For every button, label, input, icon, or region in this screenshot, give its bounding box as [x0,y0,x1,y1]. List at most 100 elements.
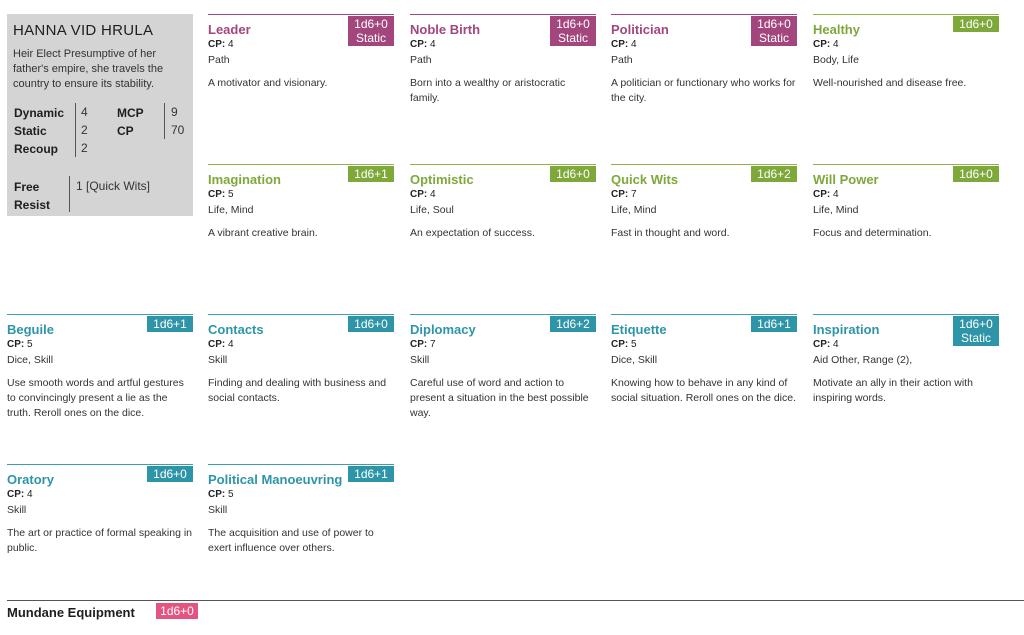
card-badge: 1d6+0 [348,316,394,332]
card-badge: 1d6+1 [751,316,797,332]
card-top-line [410,14,596,15]
card-quick-wits: Quick Wits 1d6+2 CP: 7 Life, Mind Fast in th… [611,164,797,304]
card-tags: Path [611,54,633,66]
card-description: A politician or functionary who works fo… [611,77,796,104]
card-cp-label: CP: [208,489,226,500]
character-description: Heir Elect Presumptive of her father's e… [13,48,164,90]
card-badge-dice: 1d6+1 [354,467,388,481]
card-cp-label: CP: [611,189,629,200]
card-top-line [813,314,999,315]
card-badge-static: Static [557,31,588,45]
card-oratory: Oratory 1d6+0 CP: 4 Skill The art or practic… [7,464,193,604]
card-badge: 1d6+0 Static [550,16,596,46]
card-healthy: Healthy 1d6+0 CP: 4 Body, Life Well-nourishe… [813,14,999,154]
card-badge-dice: 1d6+2 [757,167,791,181]
card-cp: CP: 4 [813,39,839,50]
card-optimistic: Optimistic 1d6+0 CP: 4 Life, Soul An expecta… [410,164,596,304]
card-tags: Life, Mind [611,204,657,216]
card-title: Beguile [7,322,54,337]
card-tags: Path [410,54,432,66]
stat-row-dynamic: Dynamic 4 MCP 9 [13,103,187,124]
card-badge-dice: 1d6+1 [757,317,791,331]
card-cp-value: 7 [430,339,436,350]
cp-label: CP [117,124,134,138]
card-tags: Skill [410,354,430,366]
card-title: Optimistic [410,172,474,187]
card-badge-static: Static [960,331,991,345]
card-title: Politician [611,22,669,37]
card-political-manoeuvring: Political Manoeuvring 1d6+1 CP: 5 Skill The … [208,464,394,604]
card-top-line [208,464,394,465]
card-cp-label: CP: [7,489,25,500]
card-cp-value: 5 [228,189,234,200]
mcp-value: 9 [164,103,178,121]
card-cp: CP: 5 [611,339,637,350]
card-diplomacy: Diplomacy 1d6+2 CP: 7 Skill Careful use of w… [410,314,596,454]
card-top-line [611,314,797,315]
card-badge-dice: 1d6+0 [959,317,993,331]
card-title: Inspiration [813,322,880,337]
card-badge-dice: 1d6+0 [959,167,993,181]
card-cp-label: CP: [410,339,428,350]
card-badge-dice: 1d6+0 [757,17,791,31]
card-imagination: Imagination 1d6+1 CP: 5 Life, Mind A vibrant… [208,164,394,304]
card-description: Born into a wealthy or aristocratic fami… [410,77,566,104]
card-description: Motivate an ally in their action with in… [813,377,973,404]
card-tags: Path [208,54,230,66]
card-cp: CP: 5 [208,189,234,200]
card-cp: CP: 5 [208,489,234,500]
card-description: Careful use of word and action to presen… [410,377,589,419]
card-title: Leader [208,22,251,37]
card-cp-value: 5 [228,489,234,500]
card-badge-dice: 1d6+0 [354,317,388,331]
card-inspiration: Inspiration 1d6+0 Static CP: 4 Aid Other, Ra… [813,314,999,454]
card-top-line [208,164,394,165]
stat-row-recoup: Recoup 2 [13,139,187,160]
card-cp-label: CP: [813,189,831,200]
card-badge: 1d6+0 Static [751,16,797,46]
card-cp-value: 4 [833,339,839,350]
resist-label: Resist [14,198,51,212]
card-title: Will Power [813,172,879,187]
card-politician: Politician 1d6+0 Static CP: 4 Path A politici… [611,14,797,154]
card-description: A vibrant creative brain. [208,227,318,239]
card-cp-value: 4 [27,489,33,500]
card-badge: 1d6+1 [147,316,193,332]
card-badge: 1d6+0 [550,166,596,182]
card-cp: CP: 4 [208,39,234,50]
card-badge-dice: 1d6+0 [556,17,590,31]
card-description: Finding and dealing with business and so… [208,377,387,404]
card-top-line [813,14,999,15]
card-title: Noble Birth [410,22,481,37]
card-cp: CP: 7 [410,339,436,350]
card-description: Well-nourished and disease free. [813,77,967,89]
stat-row-static: Static 2 CP 70 [13,121,187,142]
card-description: A motivator and visionary. [208,77,328,89]
card-contacts: Contacts 1d6+0 CP: 4 Skill Finding and deali… [208,314,394,454]
card-badge-dice: 1d6+1 [153,317,187,331]
card-cp: CP: 4 [813,339,839,350]
card-tags: Life, Soul [410,204,454,216]
card-cp-label: CP: [7,339,25,350]
card-cp: CP: 4 [208,339,234,350]
card-cp: CP: 7 [611,189,637,200]
card-badge: 1d6+0 [953,16,999,32]
card-description: The art or practice of formal speaking i… [7,527,193,554]
card-badge: 1d6+2 [751,166,797,182]
card-title: Quick Wits [611,172,679,187]
card-cp: CP: 4 [7,489,33,500]
card-tags: Dice, Skill [7,354,54,366]
card-top-line [7,464,193,465]
card-badge-static: Static [758,31,789,45]
card-top-line [208,14,394,15]
card-tags: Skill [7,504,27,516]
free-resist-label: Free Resist [14,178,50,214]
dynamic-label: Dynamic [14,106,65,120]
card-title: Healthy [813,22,860,37]
card-cp: CP: 4 [410,189,436,200]
card-tags: Aid Other, Range (2), [813,354,913,366]
card-will-power: Will Power 1d6+0 CP: 4 Life, Mind Focus and … [813,164,999,304]
card-title: Etiquette [611,322,667,337]
card-badge-dice: 1d6+0 [556,167,590,181]
card-badge-dice: 1d6+0 [153,467,187,481]
